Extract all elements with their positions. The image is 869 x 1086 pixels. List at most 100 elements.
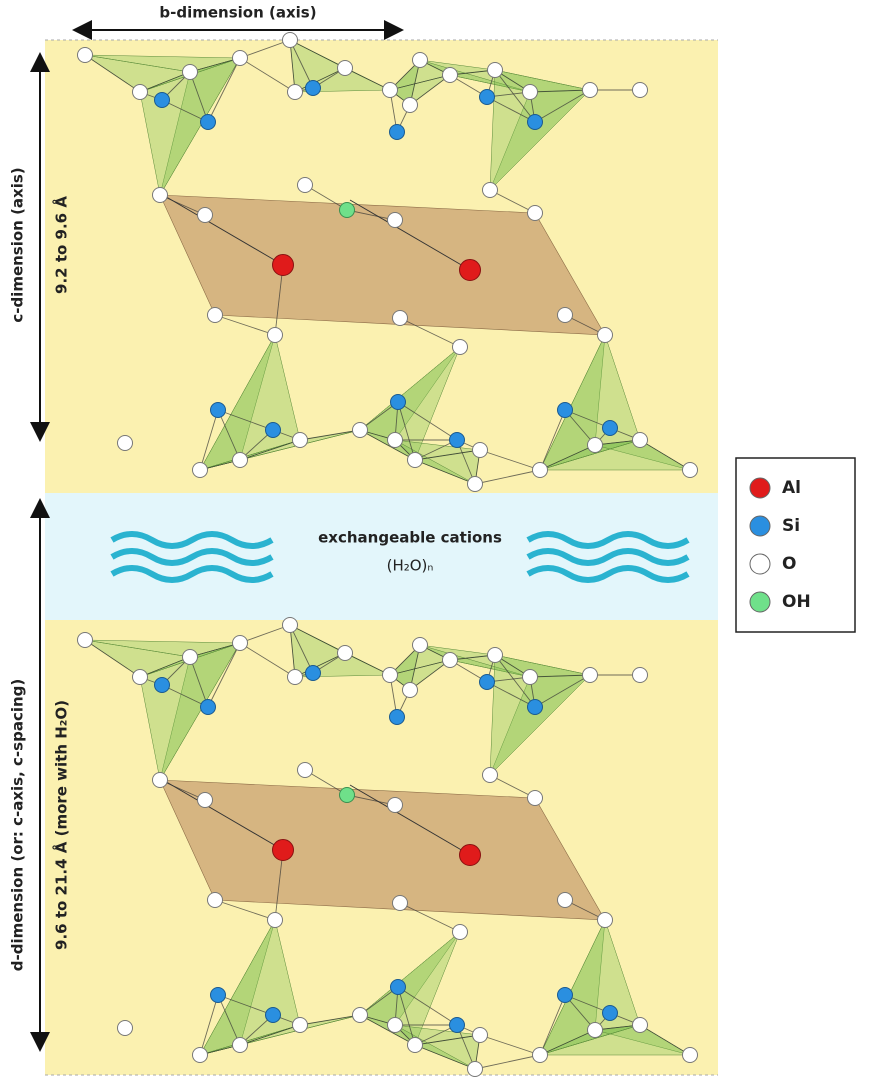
silicon-atom (201, 700, 216, 715)
legend-swatch (750, 592, 770, 612)
oxygen-atom (453, 340, 468, 355)
oxygen-atom (453, 925, 468, 940)
oxygen-atom (523, 670, 538, 685)
aluminium-atom (273, 840, 294, 861)
silicon-atom (211, 988, 226, 1003)
c-range-label: 9.2 to 9.6 Å (52, 196, 71, 294)
oxygen-atom (633, 668, 648, 683)
oxygen-atom (633, 433, 648, 448)
oxygen-atom (198, 793, 213, 808)
silicon-atom (480, 675, 495, 690)
silicon-atom (390, 125, 405, 140)
oxygen-atom (288, 85, 303, 100)
oxygen-atom (153, 773, 168, 788)
oxygen-atom (183, 65, 198, 80)
oxygen-atom (473, 1028, 488, 1043)
oxygen-atom (403, 98, 418, 113)
diagram: b-dimension (axis) c-dimension (axis) 9.… (0, 0, 869, 1082)
oxygen-atom (388, 798, 403, 813)
oxygen-atom (78, 633, 93, 648)
oxygen-atom (633, 1018, 648, 1033)
oxygen-atom (283, 33, 298, 48)
oxygen-atom (298, 178, 313, 193)
oxygen-atom (133, 670, 148, 685)
silicon-atom (391, 395, 406, 410)
silicon-atom (306, 81, 321, 96)
silicon-atom (155, 678, 170, 693)
oxygen-atom (283, 618, 298, 633)
oxygen-atom (683, 1048, 698, 1063)
silicon-atom (266, 423, 281, 438)
c-dimension-label: c-dimension (axis) (9, 167, 27, 322)
hydroxyl-atom (340, 788, 355, 803)
legend-label: O (782, 554, 796, 574)
oxygen-atom (383, 668, 398, 683)
oxygen-atom (393, 896, 408, 911)
silicon-atom (155, 93, 170, 108)
silicon-atom (450, 1018, 465, 1033)
silicon-atom (558, 403, 573, 418)
oxygen-atom (293, 1018, 308, 1033)
oxygen-atom (483, 183, 498, 198)
oxygen-atom (388, 213, 403, 228)
oxygen-atom (198, 208, 213, 223)
oxygen-atom (588, 1023, 603, 1038)
oxygen-atom (388, 433, 403, 448)
legend-label: OH (782, 592, 811, 612)
oxygen-atom (413, 638, 428, 653)
oxygen-atom (233, 51, 248, 66)
oxygen-atom (268, 328, 283, 343)
oxygen-atom (208, 893, 223, 908)
oxygen-atom (483, 768, 498, 783)
silicon-atom (528, 115, 543, 130)
oxygen-atom (338, 61, 353, 76)
oxygen-atom (233, 1038, 248, 1053)
oxygen-atom (153, 188, 168, 203)
oxygen-atom (473, 443, 488, 458)
oxygen-atom (353, 423, 368, 438)
oxygen-atom (133, 85, 148, 100)
oxygen-atom (558, 893, 573, 908)
silicon-atom (306, 666, 321, 681)
interlayer-label: exchangeable cations (318, 529, 502, 547)
oxygen-atom (408, 453, 423, 468)
oxygen-atom (383, 83, 398, 98)
oxygen-atom (583, 668, 598, 683)
oxygen-atom (598, 328, 613, 343)
oxygen-atom (533, 1048, 548, 1063)
oxygen-atom (403, 683, 418, 698)
oxygen-atom (488, 648, 503, 663)
silicon-atom (390, 710, 405, 725)
oxygen-atom (488, 63, 503, 78)
oxygen-atom (468, 1062, 483, 1077)
oxygen-atom (633, 83, 648, 98)
oxygen-atom (268, 913, 283, 928)
aluminium-atom (460, 260, 481, 281)
oxygen-atom (118, 1021, 133, 1036)
silicon-atom (450, 433, 465, 448)
oxygen-atom (353, 1008, 368, 1023)
oxygen-atom (78, 48, 93, 63)
oxygen-atom (408, 1038, 423, 1053)
oxygen-atom (193, 1048, 208, 1063)
silicon-atom (558, 988, 573, 1003)
oxygen-atom (293, 433, 308, 448)
oxygen-atom (393, 311, 408, 326)
d-range-label: 9.6 to 21.4 Å (more with H₂O) (52, 700, 71, 950)
oxygen-atom (468, 477, 483, 492)
silicon-atom (480, 90, 495, 105)
hydroxyl-atom (340, 203, 355, 218)
oxygen-atom (298, 763, 313, 778)
oxygen-atom (528, 791, 543, 806)
oxygen-atom (443, 68, 458, 83)
silicon-atom (528, 700, 543, 715)
d-dimension-label: d-dimension (or: c-axis, c-spacing) (9, 679, 27, 972)
legend-swatch (750, 554, 770, 574)
interlayer-formula: (H₂O)ₙ (387, 557, 434, 575)
oxygen-atom (118, 436, 133, 451)
oxygen-atom (558, 308, 573, 323)
silicon-atom (266, 1008, 281, 1023)
oxygen-atom (233, 636, 248, 651)
legend-swatch (750, 478, 770, 498)
legend-label: Al (782, 478, 801, 498)
